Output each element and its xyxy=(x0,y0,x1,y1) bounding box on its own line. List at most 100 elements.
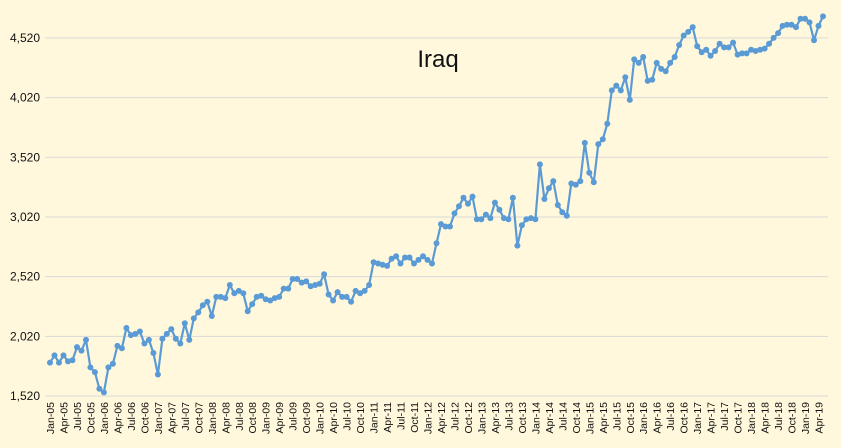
data-point xyxy=(195,309,202,316)
series-layer xyxy=(47,13,826,396)
data-point xyxy=(231,290,238,297)
data-point xyxy=(793,24,799,31)
data-point xyxy=(500,215,507,222)
x-tick-label: Oct-17 xyxy=(733,402,745,434)
x-tick-label: Oct-12 xyxy=(463,402,475,434)
data-point xyxy=(545,185,552,192)
data-point xyxy=(631,56,638,63)
x-tick-label: Apr-17 xyxy=(706,402,718,434)
x-tick-label: Apr-10 xyxy=(328,402,340,434)
data-point xyxy=(667,59,674,66)
data-point xyxy=(811,37,817,44)
data-point xyxy=(204,298,211,305)
x-tick-label: Oct-15 xyxy=(625,402,637,434)
data-point xyxy=(712,48,719,54)
data-point xyxy=(730,39,737,46)
data-point xyxy=(505,216,512,223)
data-point xyxy=(213,293,220,300)
data-point xyxy=(420,253,426,260)
data-point xyxy=(473,216,480,223)
data-point xyxy=(680,32,687,39)
data-point xyxy=(770,34,777,41)
data-point xyxy=(105,364,112,371)
data-point xyxy=(339,293,346,300)
data-point xyxy=(235,287,242,294)
data-point xyxy=(388,255,395,262)
data-point xyxy=(366,282,373,288)
y-tick-label: 3,020 xyxy=(10,210,40,224)
data-point xyxy=(694,43,701,50)
data-point xyxy=(199,302,206,309)
data-point xyxy=(451,210,458,217)
data-point xyxy=(478,216,485,223)
data-point xyxy=(820,13,826,20)
data-point xyxy=(159,335,166,342)
x-tick-label: Apr-06 xyxy=(112,402,124,434)
x-tick-label: Apr-15 xyxy=(598,402,610,434)
x-tick-label: Oct-16 xyxy=(679,402,691,434)
data-point xyxy=(658,65,665,72)
x-tick-label: Apr-07 xyxy=(166,402,178,434)
x-tick-label: Oct-08 xyxy=(247,402,259,434)
data-point xyxy=(411,260,417,267)
data-point xyxy=(604,120,611,127)
data-point xyxy=(307,283,314,290)
data-point xyxy=(640,54,647,60)
data-point xyxy=(554,202,561,208)
data-point xyxy=(608,87,615,94)
data-point xyxy=(217,293,224,300)
data-point xyxy=(384,262,391,269)
data-point xyxy=(172,335,179,342)
data-point xyxy=(276,293,283,300)
data-point xyxy=(406,254,413,261)
x-tick-label: Jul-06 xyxy=(126,402,138,431)
data-point xyxy=(357,290,364,297)
data-point xyxy=(96,385,103,392)
data-point xyxy=(743,50,750,57)
x-tick-label: Apr-16 xyxy=(652,402,664,434)
data-point xyxy=(109,360,116,367)
data-point xyxy=(330,297,337,304)
data-point xyxy=(123,325,130,331)
data-point xyxy=(294,276,301,282)
x-tick-label: Apr-05 xyxy=(58,402,70,434)
y-tick-label: 4,520 xyxy=(10,31,40,45)
data-point xyxy=(622,74,629,81)
data-point xyxy=(154,371,161,378)
x-tick-label: Apr-13 xyxy=(490,402,502,434)
data-point xyxy=(698,49,705,56)
data-point xyxy=(352,287,359,294)
y-axis-ticks: 1,520 2,020 2,520 3,020 3,520 4,020 4,520 xyxy=(10,31,40,403)
data-point xyxy=(815,22,822,29)
data-point xyxy=(343,293,350,300)
data-point xyxy=(734,51,741,58)
data-point xyxy=(334,289,341,296)
data-point xyxy=(649,76,656,83)
data-point xyxy=(482,211,489,218)
data-point xyxy=(348,298,355,305)
x-tick-label: Oct-05 xyxy=(85,402,97,434)
data-point xyxy=(496,206,503,213)
x-tick-label: Jul-16 xyxy=(665,402,677,431)
data-point xyxy=(568,180,575,187)
data-point xyxy=(527,215,534,222)
x-tick-label: Jul-13 xyxy=(503,402,515,431)
data-point xyxy=(289,276,296,282)
data-point xyxy=(689,24,696,31)
y-tick-label: 2,520 xyxy=(10,270,40,284)
data-point xyxy=(190,315,197,322)
x-tick-label: Jul-09 xyxy=(288,402,300,431)
x-tick-label: Jan-13 xyxy=(476,402,488,434)
data-point xyxy=(375,260,382,267)
x-tick-label: Jan-06 xyxy=(99,402,111,434)
data-point xyxy=(456,203,462,210)
data-point xyxy=(577,178,584,185)
data-point xyxy=(797,15,804,22)
data-point xyxy=(83,336,89,343)
x-tick-label: Oct-09 xyxy=(301,402,313,434)
data-point xyxy=(415,256,422,263)
data-point xyxy=(572,181,579,188)
x-tick-label: Jan-16 xyxy=(638,402,650,434)
data-point xyxy=(100,389,107,396)
